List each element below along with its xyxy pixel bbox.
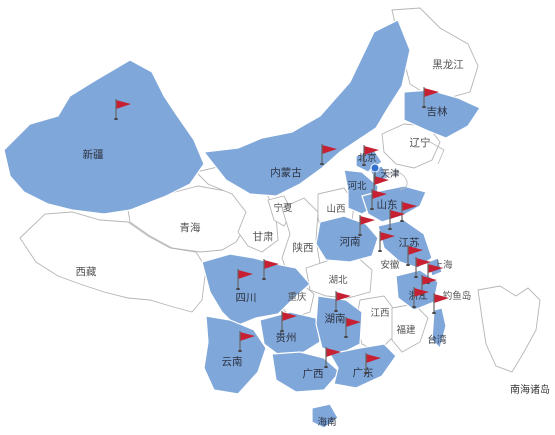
label-liaoning: 辽宁 [409, 137, 431, 149]
flag-icon-hebei-2[interactable] [368, 188, 390, 210]
flag-icon-guangxi[interactable] [322, 346, 344, 368]
flag-icon-anhui[interactable] [412, 256, 434, 278]
label-qinghai: 青海 [179, 222, 201, 234]
label-sichuan: 四川 [235, 292, 257, 304]
flag-icon-jiangsu-1[interactable] [376, 230, 398, 252]
label-guangxi: 广西 [302, 368, 324, 380]
flag-icon-sichuan-1[interactable] [260, 258, 282, 280]
label-heilongjiang: 黑龙江 [432, 59, 464, 71]
province-hainan[interactable] [311, 403, 339, 429]
province-liaoning[interactable] [381, 123, 441, 169]
liaodong-coast [429, 141, 445, 165]
label-diaoyudao: 钓鱼岛 [442, 291, 472, 302]
province-jilin[interactable] [403, 89, 481, 139]
label-nanhai: 南海诸岛 [510, 385, 550, 396]
flag-icon-beijing[interactable] [360, 144, 382, 166]
label-guizhou: 贵州 [275, 332, 297, 344]
flag-icon-neimenggu[interactable] [318, 143, 340, 165]
province-nanhai-inset[interactable] [477, 285, 541, 373]
label-xizang: 西藏 [75, 266, 97, 278]
flag-icon-guizhou[interactable] [278, 310, 300, 332]
province-yunnan[interactable] [203, 315, 267, 395]
label-fujian: 福建 [396, 325, 416, 336]
label-xinjiang: 新疆 [82, 149, 104, 161]
label-jiangxi: 江西 [370, 308, 390, 319]
province-hunan[interactable] [315, 295, 363, 355]
pin-icon-tianjin[interactable] [366, 160, 388, 182]
bohai-coast [383, 172, 408, 191]
label-yunnan: 云南 [221, 356, 243, 368]
flag-icon-shandong-1[interactable] [398, 200, 420, 222]
label-tianjin: 天津 [380, 169, 400, 180]
label-hebei: 河北 [347, 181, 367, 192]
label-jilin: 吉林 [426, 106, 448, 118]
flag-icon-henan[interactable] [356, 214, 378, 236]
label-neimenggu: 内蒙古 [270, 167, 302, 179]
label-chongqing: 重庆 [287, 292, 307, 303]
label-ningxia: 宁夏 [273, 203, 293, 214]
flag-icon-hubei[interactable] [332, 290, 354, 312]
label-beijing: 北京 [357, 153, 377, 164]
label-shanghai: 上海 [433, 260, 453, 271]
province-sichuan[interactable] [201, 253, 311, 327]
label-shaanxi: 陕西 [292, 242, 314, 254]
label-henan: 河南 [339, 236, 361, 248]
label-jiangsu: 江苏 [398, 237, 420, 249]
label-guangdong: 广东 [352, 367, 374, 379]
label-shandong: 山东 [376, 199, 398, 211]
label-shanxi: 山西 [326, 204, 346, 215]
flag-icon-taiwan[interactable] [430, 292, 452, 314]
flag-icon-yunnan[interactable] [236, 330, 258, 352]
flag-icon-jilin[interactable] [420, 86, 442, 108]
province-henan[interactable] [315, 215, 379, 263]
province-neimenggu[interactable] [202, 19, 411, 197]
flag-icon-zhejiang-2[interactable] [410, 286, 432, 308]
label-hubei: 湖北 [328, 275, 348, 286]
label-anhui: 安徽 [380, 260, 400, 271]
province-guangdong[interactable] [329, 343, 397, 389]
label-taiwan: 台湾 [427, 335, 447, 346]
label-gansu: 甘肃 [252, 231, 274, 243]
province-guangxi[interactable] [271, 351, 341, 393]
flag-icon-xinjiang[interactable] [112, 98, 134, 120]
flag-icon-jiangsu-2[interactable] [404, 244, 426, 266]
flag-icon-guangdong[interactable] [362, 352, 384, 374]
flag-icon-shandong-2[interactable] [386, 208, 408, 230]
flag-icon-hunan[interactable] [342, 316, 364, 338]
province-guizhou[interactable] [259, 311, 321, 357]
flag-icon-sichuan-2[interactable] [234, 268, 256, 290]
province-xizang[interactable] [19, 211, 207, 313]
province-taiwan[interactable] [431, 307, 447, 350]
label-zhejiang: 浙江 [408, 291, 428, 302]
province-xinjiang[interactable] [3, 59, 205, 215]
province-qinghai[interactable] [127, 185, 249, 253]
label-hunan: 湖南 [324, 313, 346, 325]
label-hainan: 海南 [317, 417, 337, 428]
